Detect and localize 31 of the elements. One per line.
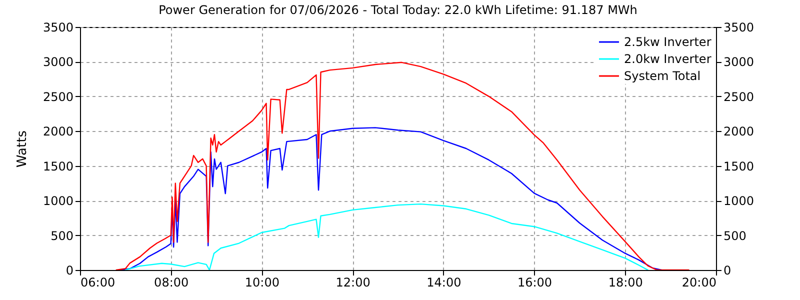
- x-tick-label: 18:00: [608, 276, 643, 290]
- x-tick-label: 12:00: [336, 276, 370, 290]
- y2-tick-label: 500: [724, 228, 746, 243]
- y-axis-title: Watts: [14, 130, 30, 168]
- y2-tick-label: 1500: [724, 159, 754, 174]
- y-tick-label: 1000: [42, 194, 74, 208]
- y2-tick-label: 3500: [724, 20, 754, 34]
- y-tick-label: 2500: [42, 90, 74, 104]
- y-tick-label: 2000: [42, 124, 74, 139]
- y2-tick-label: 2000: [724, 124, 754, 139]
- y2-tick-label: 2500: [724, 90, 754, 104]
- x-tick-label: 10:00: [244, 276, 280, 290]
- line-series: [120, 127, 662, 270]
- y-tick-label: 1500: [42, 159, 74, 174]
- line-series: [124, 203, 648, 270]
- y-tick-label: 3000: [42, 55, 74, 70]
- x-tick-label: 16:00: [517, 276, 552, 290]
- y-tick-label: 3500: [42, 20, 74, 34]
- y-tick-label: 500: [50, 228, 74, 243]
- x-tick-label: 20:00: [682, 276, 716, 290]
- y2-tick-label: 0: [724, 264, 732, 278]
- x-tick-label: 06:00: [80, 276, 116, 290]
- x-tick-label: 14:00: [426, 276, 462, 290]
- x-tick-label: 08:00: [154, 276, 189, 290]
- legend-label: System Total: [624, 69, 701, 83]
- y2-tick-label: 1000: [724, 194, 754, 208]
- legend-label: 2.0kw Inverter: [624, 52, 712, 66]
- y2-tick-label: 3000: [724, 55, 754, 70]
- y-tick-label: 0: [66, 264, 74, 278]
- chart-title: Power Generation for 07/06/2026 - Total Today: 22.0 kWh Lifetime: 91.187 MWh: [158, 3, 638, 17]
- legend-label: 2.5kw Inverter: [624, 35, 712, 49]
